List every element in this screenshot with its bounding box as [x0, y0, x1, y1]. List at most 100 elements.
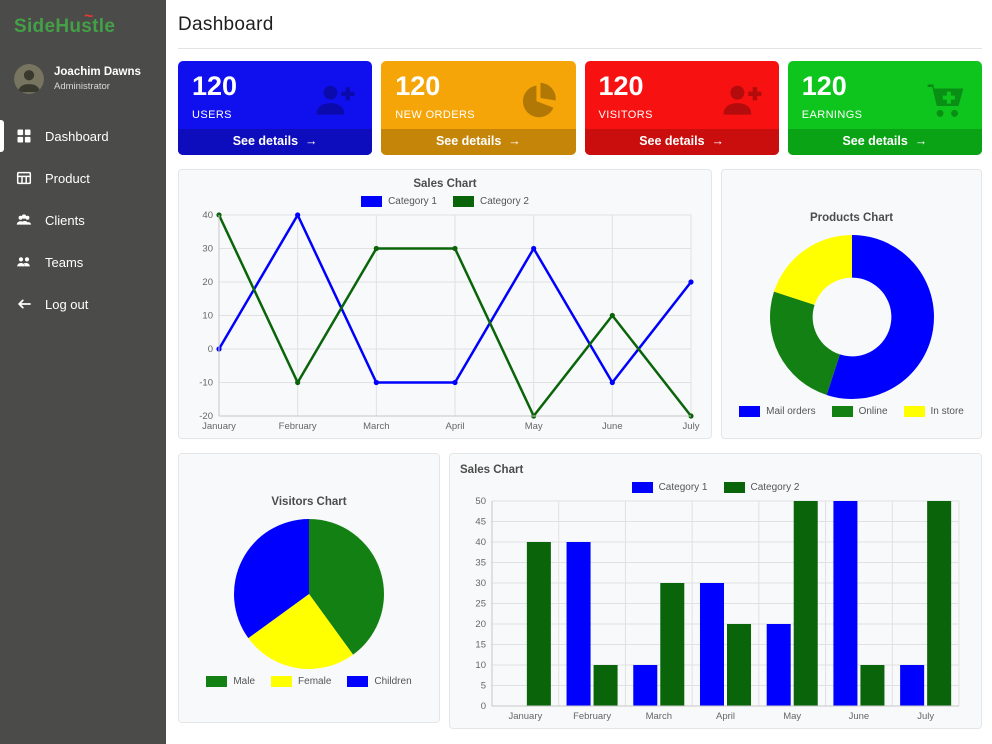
svg-text:30: 30 — [475, 578, 486, 589]
svg-text:February: February — [279, 421, 317, 432]
products-donut-chart-panel: Products Chart Mail orders Online In store — [721, 169, 982, 439]
legend-label: Mail orders — [766, 406, 816, 417]
sales-line-chart-panel: Sales Chart Category 1 Category 2 -20 -10 0… — [178, 169, 712, 439]
teams-people-icon — [16, 254, 32, 270]
legend-label: Female — [298, 676, 332, 687]
legend-label: Online — [858, 406, 888, 417]
svg-text:January: January — [508, 711, 542, 722]
logout-arrow-icon — [16, 296, 32, 312]
sidebar-item-label: Product — [45, 170, 90, 186]
svg-text:35: 35 — [475, 558, 486, 569]
legend-item[interactable]: In store — [903, 406, 964, 417]
svg-text:-10: -10 — [199, 378, 213, 389]
visitors-pie-chart-panel: Visitors Chart Male Female Children — [178, 453, 440, 723]
svg-text:-20: -20 — [199, 411, 213, 422]
svg-text:0: 0 — [208, 344, 213, 355]
chart-title: Sales Chart — [460, 464, 524, 476]
line-chart-canvas: -20 -10 0 10 20 30 40 January February March April… — [199, 210, 700, 432]
legend-item[interactable]: Female — [271, 676, 331, 687]
stat-value: 120 — [192, 71, 238, 101]
user-plus-icon — [720, 78, 764, 122]
legend-item[interactable]: Male — [206, 676, 255, 687]
svg-text:40: 40 — [475, 537, 486, 548]
sidebar: SideHustle ~ Joachim Dawns Administrator… — [0, 0, 166, 744]
legend-item[interactable]: Mail orders — [739, 406, 816, 417]
sidebar-menu: Dashboard Product Clients Teams Log out — [0, 118, 166, 322]
doughnut-chart-canvas — [769, 235, 934, 399]
legend-item[interactable]: Category 2 — [453, 196, 529, 207]
svg-text:June: June — [849, 711, 870, 722]
legend-swatch — [739, 406, 761, 417]
pie-chart-canvas — [233, 519, 385, 670]
sidebar-item-clients[interactable]: Clients — [0, 202, 166, 238]
legend-item[interactable]: Online — [831, 406, 888, 417]
stat-card-earnings: 120 EARNINGS See details → — [787, 61, 982, 155]
arrow-right-icon: → — [305, 134, 318, 148]
sales-bar-chart: 0 5 10 15 20 25 30 35 40 45 50 January February March… — [460, 493, 971, 724]
user-profile: Joachim Dawns Administrator — [0, 44, 166, 106]
legend-item[interactable]: Category 1 — [631, 482, 708, 493]
svg-text:10: 10 — [475, 660, 486, 671]
stat-card-visitors: 120 VISITORS See details → — [584, 61, 779, 155]
svg-text:10: 10 — [202, 311, 213, 322]
sidebar-item-teams[interactable]: Teams — [0, 244, 166, 280]
stat-label: EARNINGS — [801, 109, 863, 122]
user-plus-icon — [313, 78, 357, 122]
see-details-link[interactable]: See details → — [178, 129, 373, 155]
legend-item[interactable]: Category 1 — [361, 196, 437, 207]
visitors-pie-chart — [233, 518, 385, 670]
legend-swatch — [361, 196, 383, 207]
stat-label: NEW ORDERS — [395, 109, 476, 122]
products-donut-chart — [769, 234, 935, 400]
sales-line-chart: -20 -10 0 10 20 30 40 January February March April… — [187, 207, 703, 434]
arrow-right-icon: → — [914, 134, 928, 148]
bar-chart-canvas: 0 5 10 15 20 25 30 35 40 45 50 January February March… — [475, 496, 960, 722]
svg-text:5: 5 — [481, 681, 486, 692]
logo-accent-mark: ~ — [84, 8, 94, 25]
main-content: Dashboard 120 USERS See details → 120 NEW… — [166, 0, 992, 744]
page-title: Dashboard — [178, 14, 274, 35]
legend-swatch — [453, 196, 474, 207]
svg-text:July: July — [683, 421, 700, 432]
svg-text:February: February — [573, 711, 611, 722]
header-divider — [178, 48, 982, 49]
legend-swatch — [631, 482, 653, 493]
sidebar-item-label: Log out — [45, 296, 89, 312]
see-details-link[interactable]: See details → — [381, 129, 576, 155]
sidebar-item-dashboard[interactable]: Dashboard — [0, 118, 166, 154]
dashboard-grid-icon — [16, 128, 32, 144]
svg-text:June: June — [602, 421, 623, 432]
svg-text:March: March — [646, 711, 672, 722]
see-details-link[interactable]: See details → — [787, 129, 982, 155]
legend-swatch — [903, 406, 925, 417]
user-name: Joachim Dawns — [54, 66, 141, 78]
svg-text:April: April — [716, 711, 735, 722]
pie-chart-icon — [517, 78, 561, 122]
svg-text:April: April — [445, 421, 464, 432]
product-table-icon — [16, 170, 32, 186]
chart-title: Visitors Chart — [271, 496, 347, 508]
legend-swatch — [347, 676, 369, 687]
sidebar-item-product[interactable]: Product — [0, 160, 166, 196]
legend-item[interactable]: Category 2 — [723, 482, 800, 493]
cart-plus-icon — [923, 78, 967, 122]
legend-swatch — [831, 406, 853, 417]
svg-text:25: 25 — [475, 599, 486, 610]
legend-item[interactable]: Children — [347, 676, 412, 687]
legend-swatch — [723, 482, 745, 493]
legend-label: Category 1 — [388, 196, 437, 207]
svg-text:15: 15 — [475, 640, 486, 651]
user-role: Administrator — [54, 81, 110, 92]
avatar — [14, 64, 44, 94]
svg-text:May: May — [783, 711, 801, 722]
stat-value: 120 — [801, 71, 847, 101]
sidebar-item-logout[interactable]: Log out — [0, 286, 166, 322]
stat-label: VISITORS — [598, 109, 653, 122]
legend-label: Category 2 — [750, 482, 800, 493]
sidebar-item-label: Dashboard — [45, 128, 109, 144]
legend-label: In store — [930, 406, 964, 417]
see-details-link[interactable]: See details → — [584, 129, 779, 155]
chart-legend: Mail orders Online In store — [739, 406, 964, 417]
legend-swatch — [271, 676, 293, 687]
legend-label: Children — [374, 676, 412, 687]
